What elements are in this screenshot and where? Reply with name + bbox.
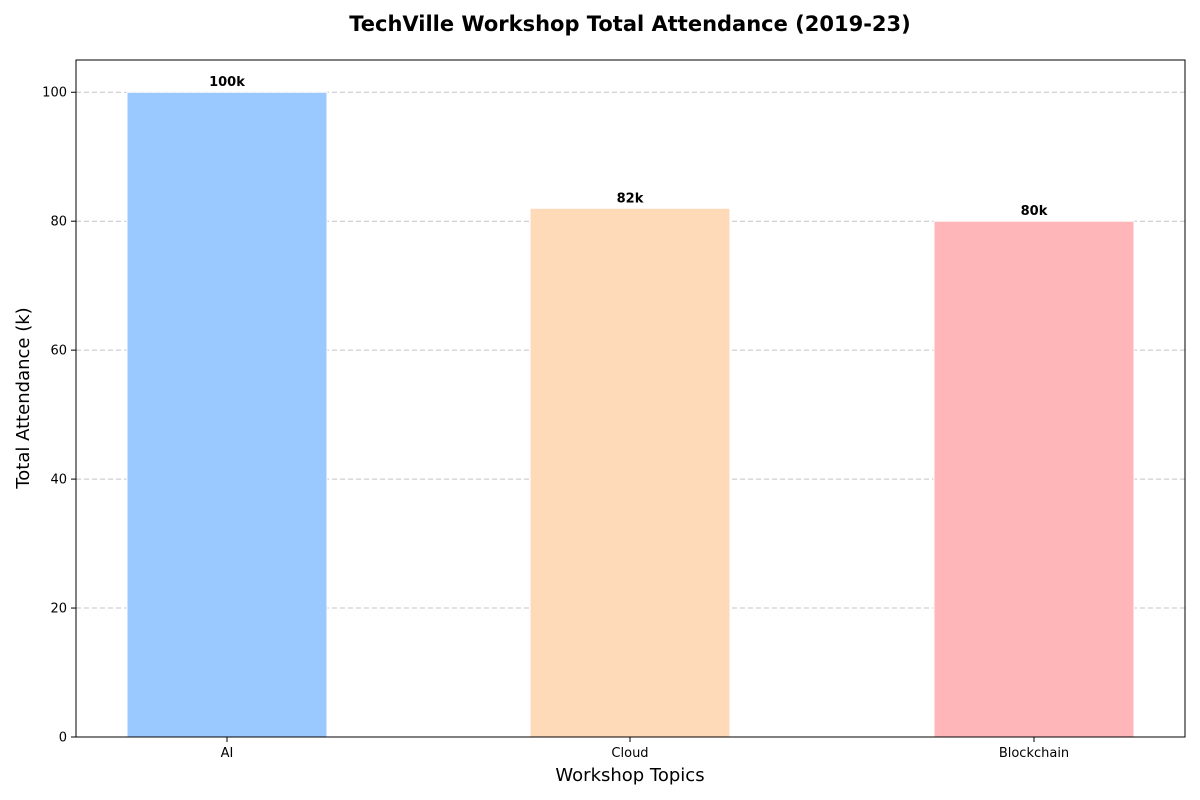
data-label: 80k xyxy=(1021,204,1048,219)
data-label: 100k xyxy=(209,75,245,90)
data-labels: 100k 82k 80k xyxy=(209,75,1048,219)
y-tick-label: 0 xyxy=(59,731,67,746)
x-tick-label: Cloud xyxy=(611,746,648,761)
x-axis-label: Workshop Topics xyxy=(555,765,704,786)
data-label: 82k xyxy=(617,191,644,206)
bars xyxy=(126,91,1135,738)
bar-blockchain xyxy=(933,220,1135,738)
y-tick-label: 20 xyxy=(50,602,67,617)
y-tick-label: 60 xyxy=(50,344,67,359)
x-tick-label: Blockchain xyxy=(999,746,1069,761)
y-axis-ticks: 0 20 40 60 80 100 xyxy=(42,86,76,746)
bar-ai xyxy=(126,91,328,738)
y-tick-label: 100 xyxy=(42,86,67,101)
y-tick-label: 80 xyxy=(50,215,67,230)
chart-title: TechVille Workshop Total Attendance (201… xyxy=(349,12,911,36)
y-axis-label: Total Attendance (k) xyxy=(13,307,34,489)
y-tick-label: 40 xyxy=(50,473,67,488)
bar-cloud xyxy=(529,207,731,738)
x-tick-label: AI xyxy=(221,746,234,761)
x-axis-ticks: AI Cloud Blockchain xyxy=(221,737,1069,761)
